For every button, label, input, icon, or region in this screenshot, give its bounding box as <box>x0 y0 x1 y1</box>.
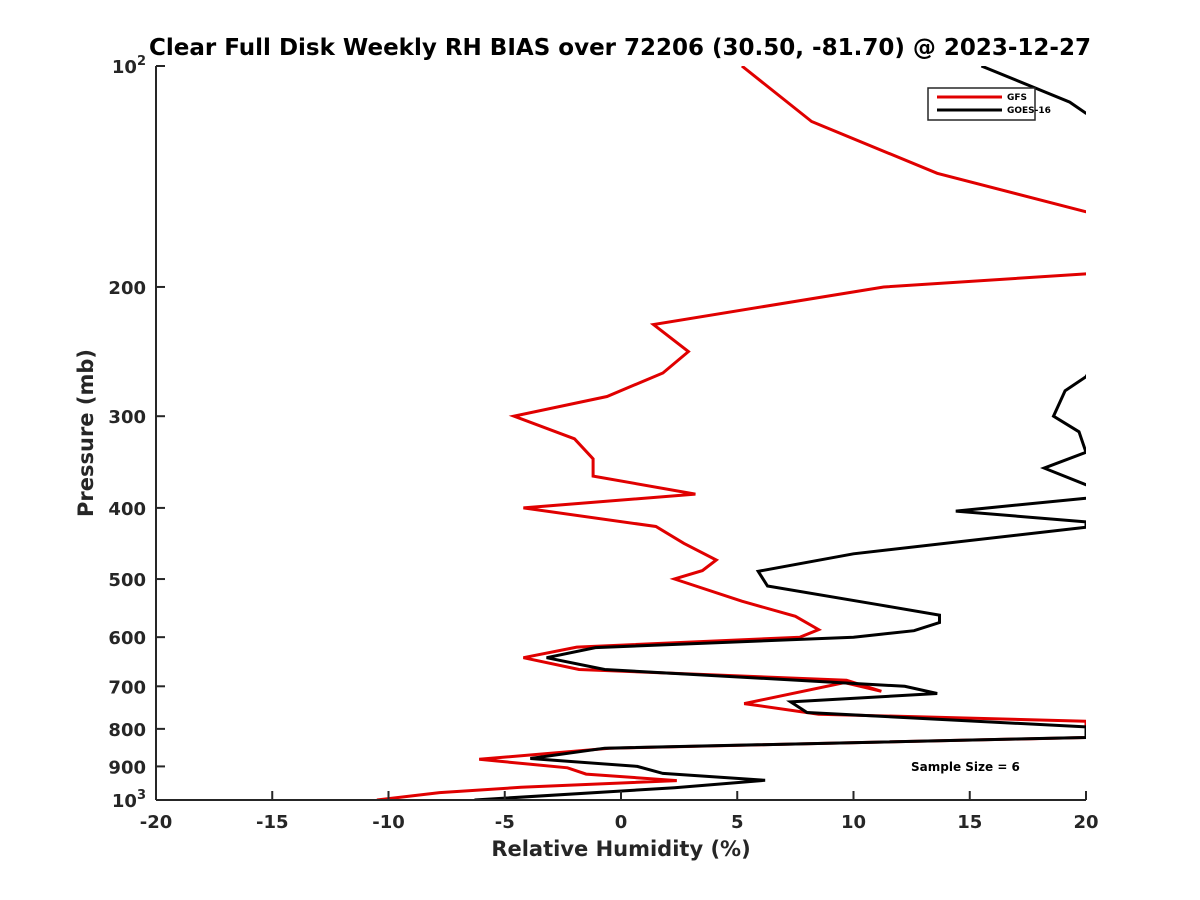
x-tick-label: -10 <box>372 812 405 833</box>
x-tick-label: 0 <box>615 812 628 833</box>
x-tick-label: -15 <box>256 812 289 833</box>
y-tick-label: 400 <box>108 499 146 520</box>
x-tick-label: 5 <box>731 812 744 833</box>
y-tick-label: 900 <box>108 757 146 778</box>
y-tick-label: 102 <box>112 54 146 78</box>
series-line-goes16 <box>474 66 1086 800</box>
series-line-gfs <box>376 66 1086 800</box>
legend-label-gfs: GFS <box>1007 93 1027 103</box>
plot-area: -20 -15 -10 -5 0 5 10 15 20 102 200 300 400 500 600 700… <box>108 54 1098 833</box>
x-tick-label: 10 <box>841 812 866 833</box>
x-tick-label: -20 <box>140 812 173 833</box>
x-tick-label: 15 <box>957 812 982 833</box>
x-tick-label: -5 <box>495 812 515 833</box>
x-axis-label: Relative Humidity (%) <box>491 837 750 861</box>
legend-box <box>927 87 1036 121</box>
y-tick-label: 103 <box>112 788 146 812</box>
chart-title: Clear Full Disk Weekly RH BIAS over 7220… <box>149 35 1091 61</box>
axes: -20 -15 -10 -5 0 5 10 15 20 102 200 300 400 500 600 700… <box>108 54 1098 833</box>
y-tick-label: 700 <box>108 677 146 698</box>
y-axis-label: Pressure (mb) <box>74 349 98 517</box>
y-tick-label: 600 <box>108 628 146 649</box>
legend-label-goes16: GOES-16 <box>1007 106 1051 116</box>
series-layer <box>376 66 1086 800</box>
x-tick-label: 20 <box>1073 812 1098 833</box>
y-tick-label: 500 <box>108 570 146 591</box>
y-tick-label: 300 <box>108 407 146 428</box>
sample-size-annotation: Sample Size = 6 <box>911 760 1020 774</box>
y-tick-label: 800 <box>108 720 146 741</box>
legend: GFS GOES-16 <box>927 87 1051 121</box>
y-tick-label: 200 <box>108 278 146 299</box>
